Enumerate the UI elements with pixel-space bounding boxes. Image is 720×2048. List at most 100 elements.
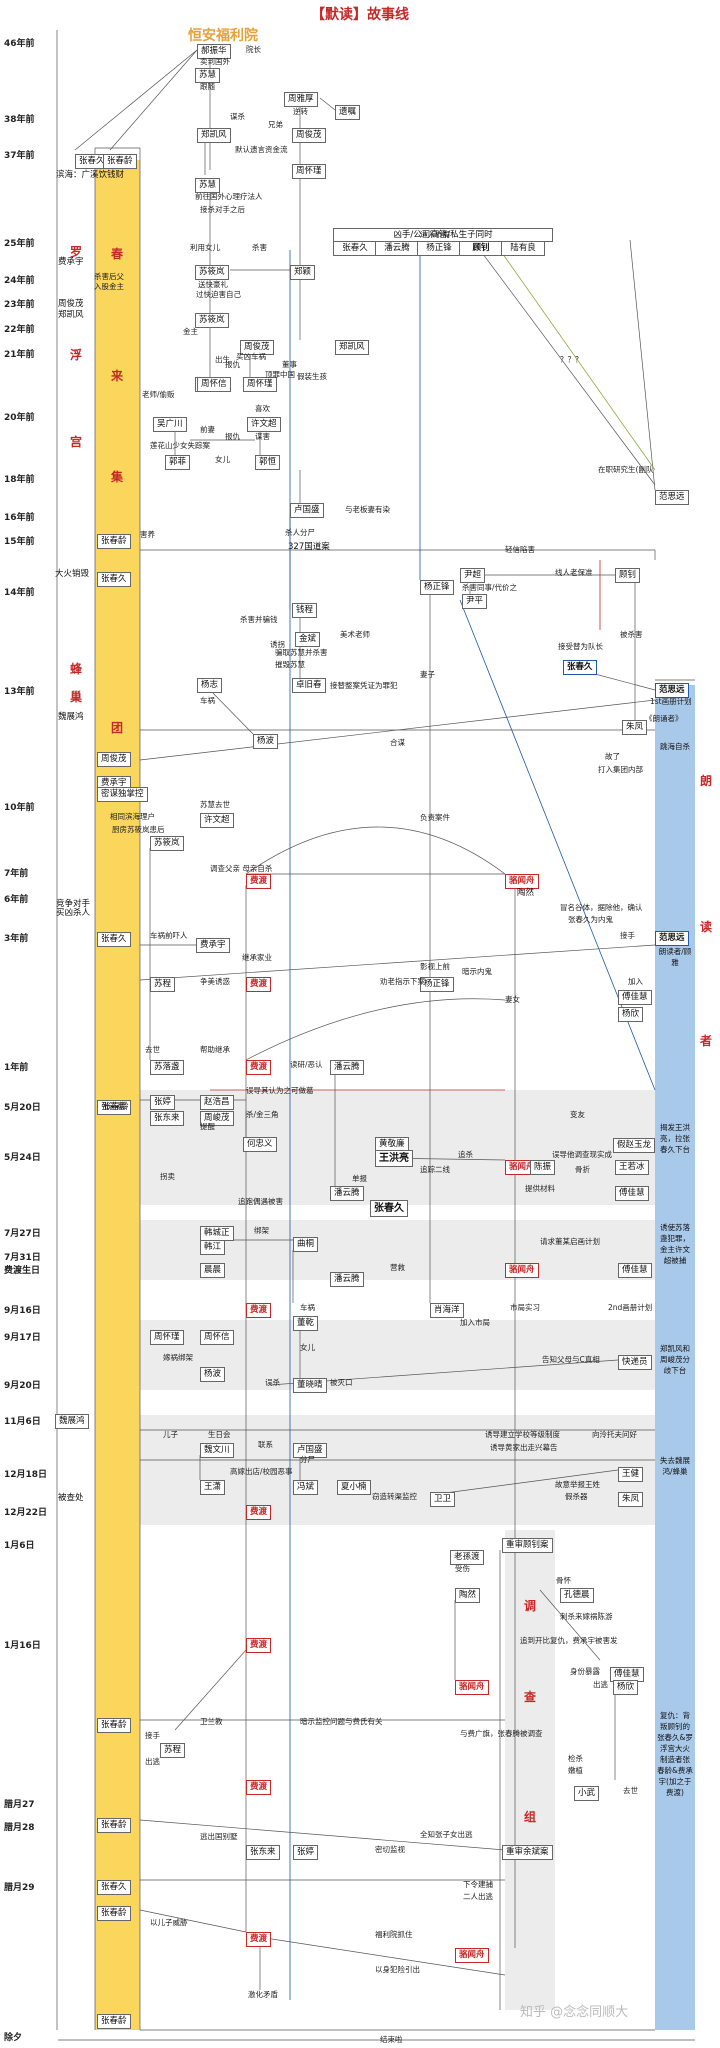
city-bureau-member: 潘云腾 — [375, 241, 419, 256]
character-node: 张东来 — [150, 1111, 184, 1126]
annotation: 杀/金三角 — [246, 1110, 279, 1119]
character-node: 杨欣 — [613, 1680, 639, 1695]
reader-label: 读 — [700, 920, 713, 934]
character-node: 费渡 — [246, 1932, 272, 1947]
year-label: 23年前 — [4, 300, 35, 310]
character-node: 王若冰 — [615, 1160, 649, 1175]
character-node: 杨正锋 — [420, 977, 454, 992]
character-node: 骆闻舟 — [455, 1948, 489, 1963]
year-label: 9月20日 — [4, 1381, 41, 1391]
character-node: 陶然 — [455, 1588, 481, 1603]
year-label: 10年前 — [4, 803, 35, 813]
character-node: 郭恒 — [255, 455, 281, 470]
annotation: 加入市局 — [460, 1318, 490, 1327]
character-node: 周怀信 — [200, 1330, 234, 1345]
character-node: 周俊茂 — [292, 128, 326, 143]
left-item: 竞争对手 — [56, 899, 91, 909]
annotation: 妻女 — [505, 995, 520, 1004]
annotation: 董事 — [282, 360, 297, 369]
character-node: 范思远 — [655, 683, 689, 698]
character-node: 钱程 — [292, 603, 318, 618]
character-node: 费渡 — [246, 1780, 272, 1795]
annotation: ？？？ — [560, 355, 583, 364]
annotation: 冒名谷体，据除他，确认 — [560, 903, 643, 912]
annotation: 福利院抓住 — [375, 1930, 413, 1939]
annotation: 故了 — [605, 752, 620, 761]
character-node: 周怀信 — [197, 377, 231, 392]
year-label: 15年前 — [4, 537, 35, 547]
left-item: 大火销毁 — [55, 569, 90, 579]
year-label: 38年前 — [4, 115, 35, 125]
annotation: 检杀 — [568, 1754, 583, 1763]
annotation: 儿子 — [163, 1430, 178, 1439]
reader-annotation: 揭发王洪亮，拉张春久下台 — [660, 1123, 690, 1154]
year-label: 12月22日 — [4, 1508, 48, 1518]
annotation: 误杀 — [265, 1378, 280, 1387]
annotation: 追到开比复仇，费承宇被害发 — [520, 1636, 618, 1645]
annotation: 顶罪中国 — [265, 370, 295, 379]
annotation: 影视上前 — [420, 962, 450, 971]
annotation: 卖到国外 — [200, 57, 230, 66]
character-node: 魏文川 — [200, 1443, 234, 1458]
yellow-item: 张春龄 — [97, 1100, 131, 1115]
annotation: 送快豪礼 — [198, 280, 228, 289]
annotation: 美术老师 — [340, 630, 370, 639]
yellow-item: 密谋独掌控 — [97, 787, 148, 802]
character-node: 孔德晨 — [560, 1588, 594, 1603]
annotation: 逃出国别墅 — [200, 1832, 238, 1841]
annotation: 追杀 — [458, 1150, 473, 1159]
annotation: 暗示内鬼 — [462, 967, 492, 976]
annotation: 车祸 — [200, 696, 215, 705]
year-label: 16年前 — [4, 513, 35, 523]
annotation: 去世 — [623, 1786, 638, 1795]
character-node: 杨志 — [197, 678, 223, 693]
year-label: 9月16日 — [4, 1306, 41, 1316]
year-label: 11月6日 — [4, 1417, 41, 1427]
character-node: 骆闻舟 — [505, 1263, 539, 1278]
annotation: 被杀害 — [620, 630, 643, 639]
character-node: 潘云腾 — [330, 1272, 364, 1287]
luofu-label: 宫 — [70, 435, 83, 449]
year-label: 1年前 — [4, 1063, 29, 1073]
yellow-item: 张春龄 — [97, 1818, 131, 1833]
character-node: 郑颖 — [290, 265, 316, 280]
character-node: 尹超 — [460, 568, 486, 583]
left-item: 郑凯风 — [58, 310, 84, 320]
year-label: 1月6日 — [4, 1541, 35, 1551]
character-node: 重审顾钊案 — [502, 1538, 553, 1553]
annotation: 误导他调查现实成 — [552, 1150, 612, 1159]
annotation: 张春久为内鬼 — [568, 915, 613, 924]
year-label: 7月27日 — [4, 1229, 41, 1239]
character-node: 卓旧春 — [292, 678, 326, 693]
year-label: 22年前 — [4, 325, 35, 335]
annotation: 入股金主 — [94, 282, 124, 291]
character-node: 卢国盛 — [293, 1443, 327, 1458]
investigation-column — [505, 1530, 555, 2010]
left-item: 魏展鸿 — [58, 712, 84, 722]
annotation: 联系 — [258, 1440, 273, 1449]
character-node: 傅佳慧 — [615, 1186, 649, 1201]
annotation: 假装生孩 — [297, 372, 327, 381]
shaded-region — [100, 1415, 655, 1525]
character-node: 骆闻舟 — [505, 874, 539, 889]
reader-annotation: 诱使苏落盏犯罪，金主许文超被捕 — [660, 1223, 690, 1265]
character-node: 费渡 — [246, 1505, 272, 1520]
reader-annotation: 朗读者/顾雅 — [658, 947, 692, 967]
reader-label: 朗 — [700, 774, 713, 788]
reader-label: 者 — [700, 1034, 713, 1048]
character-node: 董晓晴 — [293, 1378, 327, 1393]
year-label: 25年前 — [4, 239, 35, 249]
character-node: 苏程 — [160, 1743, 186, 1758]
character-node: 杨正锋 — [420, 580, 454, 595]
watermark: 知乎 @念念同顺大 — [520, 2005, 629, 2020]
annotation: 骗取苏慧并杀害 — [275, 648, 328, 657]
annotation: 接手 — [145, 1731, 160, 1740]
annotation: 杀害 — [252, 243, 267, 252]
character-node: 张东来 — [246, 1845, 280, 1860]
annotation: 女儿 — [215, 455, 230, 464]
character-node: 周俊茂 — [240, 340, 274, 355]
annotation: 跟随 — [200, 82, 215, 91]
character-node: 费承宇 — [196, 938, 230, 953]
